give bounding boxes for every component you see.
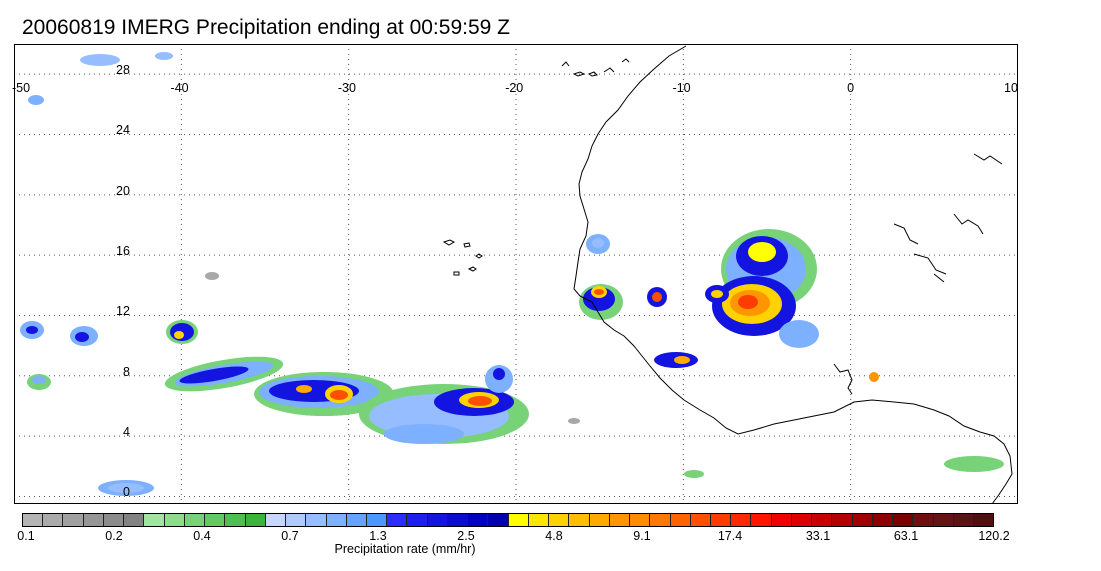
latitude-label: 0	[123, 485, 130, 500]
rain-band-west	[164, 356, 394, 416]
precipitation-map	[14, 44, 1018, 504]
colorbar-swatch	[245, 514, 266, 526]
colorbar-swatch	[184, 514, 206, 526]
colorbar-tick-label: 0.1	[17, 529, 35, 543]
colorbar-swatch	[144, 514, 165, 526]
niger-river-lake-chad	[893, 153, 1003, 283]
colorbar-swatch	[124, 514, 145, 526]
longitude-label: 0	[847, 81, 855, 95]
colorbar-swatch	[933, 514, 954, 526]
colorbar-tick-label: 17.4	[717, 529, 743, 543]
volta-lake	[833, 363, 853, 395]
colorbar-swatch	[549, 514, 570, 526]
colorbar-swatch	[387, 514, 408, 526]
longitude-label: -20	[505, 81, 524, 95]
longitude-label: 10	[1004, 81, 1018, 95]
colorbar-tick-label: 120.2	[978, 529, 1010, 543]
colorbar-swatch	[306, 514, 327, 526]
colorbar-swatch	[872, 514, 894, 526]
map-frame	[14, 44, 1018, 504]
cape-verde-islands	[442, 239, 483, 276]
colorbar-swatch	[528, 514, 550, 526]
colorbar-tick-label: 0.2	[105, 529, 123, 543]
colorbar-swatch	[326, 514, 347, 526]
colorbar-swatch	[205, 514, 226, 526]
colorbar-title: Precipitation rate (mm/hr)	[334, 542, 476, 556]
colorbar-swatch	[103, 514, 125, 526]
colorbar-swatch	[751, 514, 772, 526]
rain-cells-far-west	[20, 52, 198, 496]
colorbar-tick-label: 2.5	[457, 529, 475, 543]
map-title: 20060819 IMERG Precipitation ending at 0…	[22, 16, 510, 39]
rain-band-central	[359, 365, 529, 444]
colorbar-swatch	[650, 514, 671, 526]
latitude-label: 28	[116, 63, 130, 78]
colorbar-swatch	[407, 514, 428, 526]
colorbar-swatch	[710, 514, 732, 526]
colorbar-swatch	[670, 514, 691, 526]
colorbar-tick-label: 0.7	[281, 529, 299, 543]
colorbar-swatch	[488, 514, 509, 526]
graticule-grid	[14, 44, 1018, 504]
latitude-label: 12	[116, 304, 130, 319]
colorbar-swatch	[893, 514, 914, 526]
colorbar-tick-label: 9.1	[633, 529, 651, 543]
colorbar-swatch	[913, 514, 934, 526]
precipitation-colorbar	[22, 513, 994, 527]
colorbar-tick-label: 33.1	[805, 529, 831, 543]
colorbar-swatch	[265, 514, 287, 526]
colorbar-swatch	[447, 514, 469, 526]
latitude-label: 24	[116, 123, 130, 138]
colorbar-swatch	[63, 514, 84, 526]
latitude-label: 8	[123, 364, 130, 379]
colorbar-swatch	[286, 514, 307, 526]
colorbar-swatch	[366, 514, 388, 526]
colorbar-tick-label: 63.1	[893, 529, 919, 543]
rain-trace-east	[205, 272, 1004, 478]
colorbar-swatch	[589, 514, 610, 526]
colorbar-tick-label: 0.4	[193, 529, 211, 543]
colorbar-swatch	[812, 514, 833, 526]
colorbar-swatch	[771, 514, 792, 526]
colorbar-swatch	[953, 514, 975, 526]
colorbar-swatch	[731, 514, 752, 526]
colorbar-swatch	[427, 514, 448, 526]
colorbar-swatch	[346, 514, 367, 526]
colorbar-tick-label: 1.3	[369, 529, 387, 543]
colorbar-swatch	[43, 514, 64, 526]
latitude-label: 20	[116, 183, 130, 198]
colorbar-swatch	[791, 514, 813, 526]
colorbar-tick-label: 4.8	[545, 529, 563, 543]
colorbar-swatch	[225, 514, 246, 526]
longitude-label: -10	[672, 81, 691, 95]
colorbar-swatch	[974, 514, 994, 526]
colorbar-swatch	[852, 514, 873, 526]
colorbar-swatch	[569, 514, 590, 526]
coastline	[442, 45, 1013, 504]
latitude-label: 16	[116, 244, 130, 259]
colorbar-swatch	[508, 514, 529, 526]
longitude-label: -50	[12, 81, 31, 95]
rain-mcs-east	[705, 229, 879, 382]
latitude-label: 4	[123, 425, 130, 440]
colorbar-swatch	[468, 514, 489, 526]
colorbar-swatch	[23, 514, 44, 526]
precipitation-field	[20, 52, 1004, 496]
colorbar-swatch	[690, 514, 711, 526]
colorbar-swatch	[832, 514, 853, 526]
colorbar-swatch	[630, 514, 651, 526]
canary-islands	[561, 58, 630, 77]
colorbar-swatch	[83, 514, 104, 526]
longitude-label: -30	[337, 81, 356, 95]
colorbar-swatch	[609, 514, 631, 526]
rain-cells-west-africa	[579, 234, 698, 368]
longitude-label: -40	[170, 81, 189, 95]
colorbar-swatch	[164, 514, 185, 526]
west-africa-coastline	[573, 45, 1013, 504]
